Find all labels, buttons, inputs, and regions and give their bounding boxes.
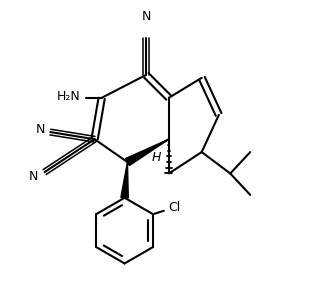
Text: H: H	[151, 151, 161, 164]
Text: N: N	[29, 170, 38, 183]
Text: H₂N: H₂N	[57, 90, 81, 103]
Text: Cl: Cl	[168, 201, 181, 214]
Polygon shape	[121, 162, 128, 198]
Polygon shape	[125, 139, 169, 166]
Text: N: N	[36, 123, 45, 136]
Text: N: N	[141, 10, 151, 23]
